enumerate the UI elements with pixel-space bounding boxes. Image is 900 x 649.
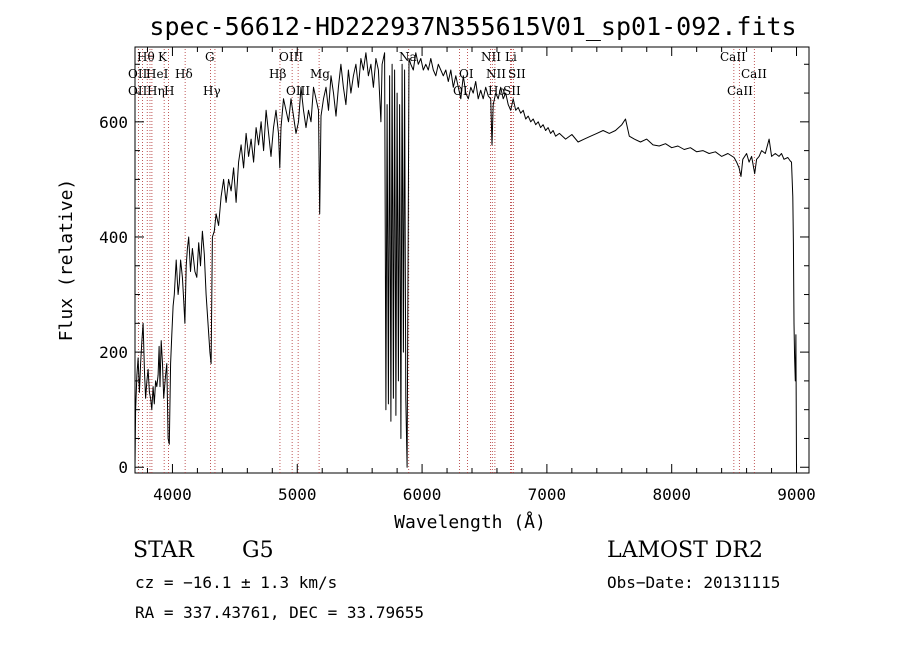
line-label-g: G xyxy=(205,50,215,64)
line-label-oii: OII xyxy=(128,67,148,81)
line-label-h-theta: Hθ xyxy=(137,50,155,64)
spectral-line-markers xyxy=(137,49,755,473)
spectrum-line xyxy=(134,52,797,468)
x-axis-label: Wavelength (Å) xyxy=(394,511,546,533)
tick-labels: 4000 5000 6000 7000 8000 9000 0 200 400 600 xyxy=(99,113,816,504)
axis-ticks xyxy=(135,47,809,473)
line-label-oi-a: OI xyxy=(459,67,474,81)
object-subclass: G5 xyxy=(242,538,274,563)
line-labels: Hθ K OII HeI OII Hη H Hδ G Hγ OIII Hβ Mg… xyxy=(128,50,767,98)
line-label-oi-b: OI xyxy=(453,84,468,98)
line-label-caii-b: CaII xyxy=(741,67,767,81)
line-label-oii-b: OII xyxy=(128,84,148,98)
line-label-na: Na xyxy=(399,50,417,64)
line-label-sii: SII xyxy=(508,67,526,81)
plot-frame xyxy=(134,46,810,474)
y-tick-label: 200 xyxy=(99,343,128,362)
y-axis-label: Flux (relative) xyxy=(56,179,77,342)
line-label-nii-b: NII xyxy=(486,67,506,81)
line-label-h-eta: Hη xyxy=(147,84,165,98)
survey-name: LAMOST DR2 xyxy=(607,538,763,563)
line-label-k: K xyxy=(158,50,168,64)
line-label-hei: HeI xyxy=(146,67,169,81)
object-class: STAR xyxy=(133,538,194,563)
x-tick-label: 7000 xyxy=(528,485,567,504)
x-tick-label: 5000 xyxy=(278,485,317,504)
y-tick-label: 600 xyxy=(99,113,128,132)
x-tick-label: 8000 xyxy=(652,485,691,504)
line-label-h: H xyxy=(164,84,174,98)
line-label-sii-b: SII xyxy=(503,84,521,98)
line-label-h-beta: Hβ xyxy=(269,67,286,81)
observation-date: Obs−Date: 20131115 xyxy=(607,573,781,592)
y-tick-label: 0 xyxy=(118,458,128,477)
line-label-li: Li xyxy=(505,50,517,64)
chart-title: spec-56612-HD222937N355615V01_sp01-092.f… xyxy=(149,12,796,41)
x-tick-label: 4000 xyxy=(153,485,192,504)
line-label-oiii-b: OIII xyxy=(286,84,310,98)
x-tick-label: 9000 xyxy=(777,485,816,504)
y-tick-label: 400 xyxy=(99,228,128,247)
redshift-cz: cz = −16.1 ± 1.3 km/s xyxy=(135,573,338,592)
line-label-caii-a: CaII xyxy=(720,50,746,64)
line-label-h-gamma: Hγ xyxy=(203,84,221,98)
line-label-oiii-a: OIII xyxy=(279,50,303,64)
line-label-mg: Mg xyxy=(310,67,330,81)
x-tick-label: 6000 xyxy=(403,485,442,504)
line-label-h-delta: Hδ xyxy=(175,67,193,81)
ra-dec: RA = 337.43761, DEC = 33.79655 xyxy=(135,603,424,622)
line-label-nii-a: NII xyxy=(481,50,501,64)
line-label-caii-c: CaII xyxy=(727,84,753,98)
